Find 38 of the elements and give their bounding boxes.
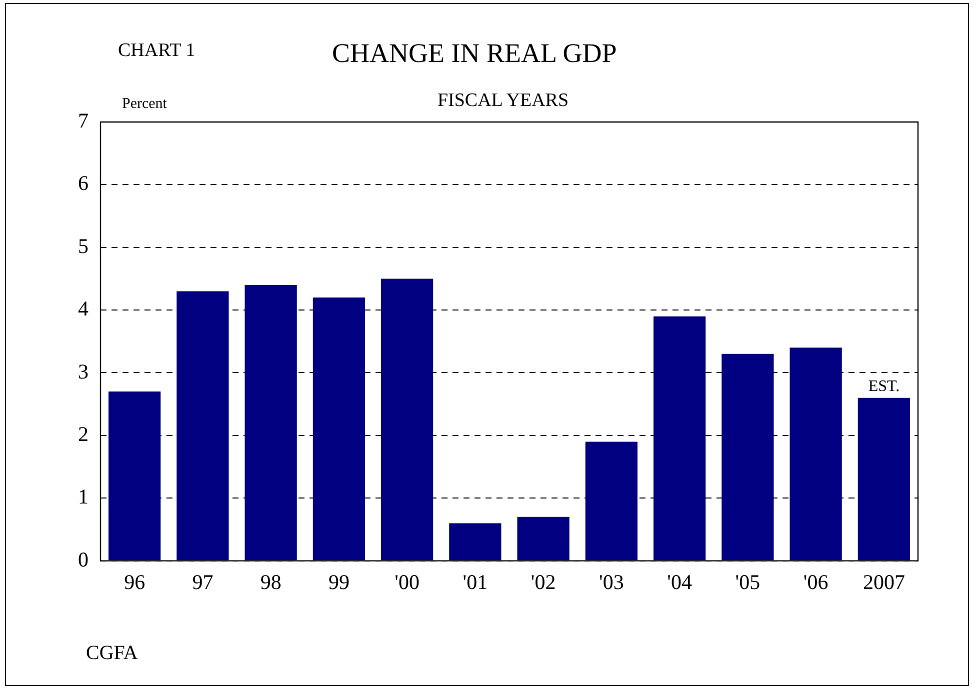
bar	[108, 392, 161, 560]
x-tick-label: '03	[599, 570, 624, 594]
y-tick-label: 7	[78, 108, 88, 133]
bar	[381, 278, 434, 560]
x-tick-label: '06	[803, 570, 828, 594]
y-tick-label: 0	[78, 547, 88, 572]
y-tick-label: 3	[78, 359, 88, 384]
text: CGFA	[86, 642, 138, 665]
bar	[654, 316, 706, 560]
bar	[312, 298, 365, 560]
y-axis-title: Percent	[122, 96, 167, 113]
bar	[517, 516, 570, 560]
caption: CHART 1	[118, 40, 196, 62]
bar	[858, 398, 910, 560]
y-tick-label: 1	[78, 484, 88, 509]
y-tick-label: 2	[78, 422, 88, 446]
x-tick-label: 97	[192, 570, 214, 594]
bar	[585, 442, 638, 560]
x-tick-label: 99	[328, 570, 350, 594]
x-tick-label: '05	[735, 570, 760, 594]
x-tick-label: '02	[530, 570, 556, 594]
x-tick-label: 2007	[862, 570, 905, 594]
x-tick-label: 96	[124, 570, 146, 594]
x-tick-label: '04	[667, 570, 692, 594]
y-tick-label: 4	[78, 296, 89, 321]
x-tick-label: '01	[462, 570, 488, 594]
y-tick-label: 5	[78, 234, 88, 258]
annotation: EST.	[868, 378, 900, 396]
x-tick-label: 98	[260, 570, 282, 594]
y-tick-label: 6	[78, 171, 88, 196]
chart-subtitle: FISCAL YEARS	[437, 90, 569, 111]
bar	[790, 348, 842, 560]
x-tick-label: '00	[394, 570, 420, 594]
bar	[449, 523, 502, 560]
chart-title: CHANGE IN REAL GDP	[332, 38, 617, 69]
bar	[176, 291, 229, 560]
bar	[722, 354, 774, 560]
bar	[244, 284, 297, 560]
